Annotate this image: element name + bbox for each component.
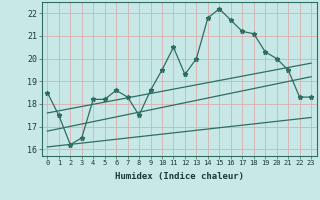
X-axis label: Humidex (Indice chaleur): Humidex (Indice chaleur) [115, 172, 244, 181]
